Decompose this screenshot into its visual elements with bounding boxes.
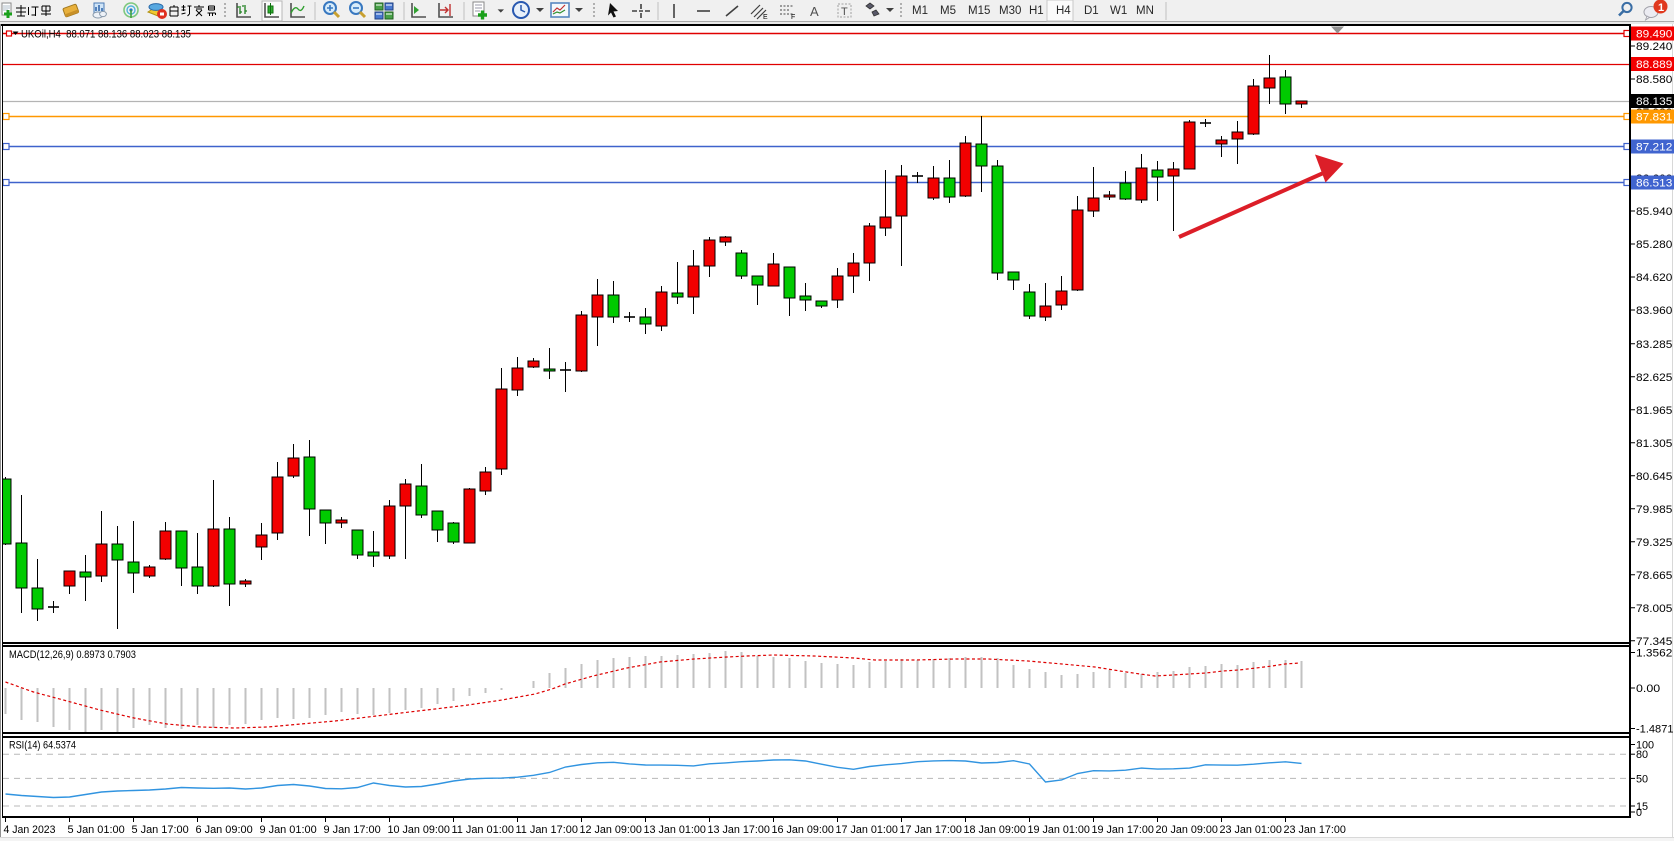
svg-text:12 Jan 09:00: 12 Jan 09:00: [580, 824, 642, 836]
svg-text:88.135: 88.135: [1636, 96, 1672, 108]
svg-text:M1: M1: [912, 5, 928, 17]
svg-text:23 Jan 01:00: 23 Jan 01:00: [1220, 824, 1282, 836]
svg-text:F: F: [791, 14, 795, 21]
svg-text:H1: H1: [1029, 5, 1044, 17]
svg-text:85.280: 85.280: [1636, 239, 1672, 251]
svg-text:89.490: 89.490: [1636, 29, 1672, 41]
svg-text:23 Jan 17:00: 23 Jan 17:00: [1284, 824, 1346, 836]
svg-text:13 Jan 17:00: 13 Jan 17:00: [708, 824, 770, 836]
svg-text:78.005: 78.005: [1636, 603, 1672, 615]
svg-text:RSI(14) 64.5374: RSI(14) 64.5374: [9, 740, 76, 752]
svg-text:MN: MN: [1136, 5, 1154, 17]
svg-text:84.620: 84.620: [1636, 272, 1672, 284]
svg-text:20 Jan 09:00: 20 Jan 09:00: [1156, 824, 1218, 836]
svg-text:80: 80: [1636, 749, 1648, 761]
svg-text:0.00: 0.00: [1636, 683, 1660, 695]
svg-text:MACD(12,26,9) 0.8973 0.7903: MACD(12,26,9) 0.8973 0.7903: [9, 649, 136, 661]
svg-text:D1: D1: [1084, 5, 1099, 17]
svg-text:W1: W1: [1110, 5, 1127, 17]
svg-text:5 Jan 01:00: 5 Jan 01:00: [68, 824, 125, 836]
svg-text:H4: H4: [1056, 5, 1071, 17]
svg-text:17 Jan 01:00: 17 Jan 01:00: [836, 824, 898, 836]
svg-text:9 Jan 17:00: 9 Jan 17:00: [324, 824, 381, 836]
svg-text:A: A: [810, 4, 819, 19]
svg-text:M30: M30: [999, 5, 1021, 17]
svg-text:87.831: 87.831: [1636, 112, 1672, 124]
svg-text:1.3562: 1.3562: [1636, 648, 1672, 660]
svg-text:87.212: 87.212: [1636, 142, 1672, 154]
svg-text:79.325: 79.325: [1636, 537, 1672, 549]
svg-text:88.889: 88.889: [1636, 59, 1672, 71]
svg-text:E: E: [763, 14, 768, 21]
svg-text:77.345: 77.345: [1636, 636, 1672, 648]
svg-text:5 Jan 17:00: 5 Jan 17:00: [132, 824, 189, 836]
svg-text:85.940: 85.940: [1636, 206, 1672, 218]
svg-text:-1.4871: -1.4871: [1636, 724, 1674, 736]
svg-text:13 Jan 01:00: 13 Jan 01:00: [644, 824, 706, 836]
svg-text:81.965: 81.965: [1636, 405, 1672, 417]
svg-text:T: T: [841, 6, 848, 18]
svg-text:1: 1: [1658, 2, 1664, 14]
svg-text:79.985: 79.985: [1636, 504, 1672, 516]
svg-text:18 Jan 09:00: 18 Jan 09:00: [964, 824, 1026, 836]
svg-text:15: 15: [1636, 801, 1648, 813]
svg-text:80.645: 80.645: [1636, 471, 1672, 483]
svg-text:0: 0: [1636, 807, 1642, 819]
svg-text:17 Jan 17:00: 17 Jan 17:00: [900, 824, 962, 836]
svg-text:83.960: 83.960: [1636, 305, 1672, 317]
svg-text:50: 50: [1636, 773, 1648, 785]
svg-text:78.665: 78.665: [1636, 570, 1672, 582]
svg-text:81.305: 81.305: [1636, 438, 1672, 450]
svg-text:UKOil,H4 88.071 88.136 88.023: UKOil,H4 88.071 88.136 88.023 88.135: [21, 29, 191, 41]
svg-text:9 Jan 01:00: 9 Jan 01:00: [260, 824, 317, 836]
svg-text:6 Jan 09:00: 6 Jan 09:00: [196, 824, 253, 836]
svg-text:86.513: 86.513: [1636, 178, 1672, 190]
svg-text:16 Jan 09:00: 16 Jan 09:00: [772, 824, 834, 836]
svg-text:M15: M15: [968, 5, 990, 17]
svg-text:11 Jan 17:00: 11 Jan 17:00: [516, 824, 578, 836]
svg-text:100: 100: [1636, 740, 1654, 752]
svg-text:88.580: 88.580: [1636, 74, 1672, 86]
svg-text:M5: M5: [940, 5, 956, 17]
svg-text:89.240: 89.240: [1636, 41, 1672, 53]
svg-text:19 Jan 17:00: 19 Jan 17:00: [1092, 824, 1154, 836]
svg-text:10 Jan 09:00: 10 Jan 09:00: [388, 824, 450, 836]
svg-text:82.625: 82.625: [1636, 372, 1672, 384]
svg-text:83.285: 83.285: [1636, 339, 1672, 351]
svg-text:11 Jan 01:00: 11 Jan 01:00: [452, 824, 514, 836]
svg-text:19 Jan 01:00: 19 Jan 01:00: [1028, 824, 1090, 836]
svg-text:4 Jan 2023: 4 Jan 2023: [4, 824, 56, 836]
